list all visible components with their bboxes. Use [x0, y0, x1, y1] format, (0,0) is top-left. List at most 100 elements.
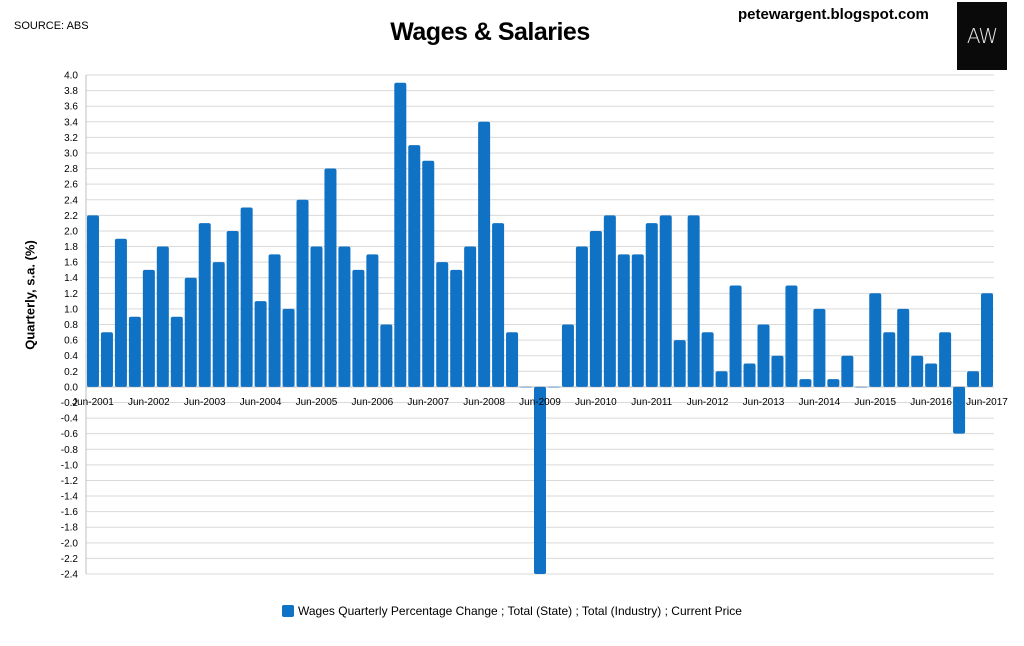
bar: [785, 285, 798, 387]
y-tick-label: 1.2: [64, 289, 78, 300]
bar: [394, 82, 407, 387]
bar: [715, 371, 728, 387]
y-tick-label: 3.2: [64, 133, 78, 144]
bar: [575, 246, 588, 387]
y-tick-label: 3.8: [64, 86, 78, 97]
bar: [338, 246, 351, 387]
bar: [953, 386, 966, 434]
bar: [673, 340, 686, 387]
bar: [855, 386, 868, 388]
bar: [310, 246, 323, 387]
x-tick-label: Jun-2016: [910, 397, 952, 408]
bar: [967, 371, 980, 387]
bar: [296, 199, 309, 387]
x-tick-label: Jun-2010: [575, 397, 617, 408]
y-tick-label: -2.0: [61, 538, 79, 549]
bar: [533, 386, 546, 575]
y-tick-label: -0.2: [61, 398, 79, 409]
y-tick-label: -0.8: [61, 445, 79, 456]
y-tick-label: 0.4: [64, 351, 78, 362]
y-tick-label: -2.2: [61, 554, 79, 565]
y-tick-label: 3.0: [64, 148, 78, 159]
bar: [520, 386, 533, 388]
chart-title: Wages & Salaries: [390, 18, 590, 46]
bar: [561, 324, 574, 387]
y-tick-label: 1.4: [64, 273, 78, 284]
x-tick-label: Jun-2015: [854, 397, 896, 408]
bar: [114, 238, 127, 387]
x-tick-labels: Jun-2001 Jun-2002 Jun-2003 Jun-2004 Jun-2005…: [72, 397, 1008, 408]
y-tick-label: 2.2: [64, 211, 78, 222]
x-tick-label: Jun-2007: [407, 397, 449, 408]
bar: [506, 332, 519, 387]
y-tick-label: -1.6: [61, 507, 79, 518]
y-tick-label: 0.8: [64, 320, 78, 331]
aw-logo: AW: [957, 2, 1007, 70]
y-tick-label: 2.6: [64, 180, 78, 191]
x-tick-label: Jun-2003: [184, 397, 226, 408]
y-tick-label: -1.4: [61, 492, 79, 503]
bar: [813, 308, 826, 387]
bar: [408, 145, 421, 387]
bar: [380, 324, 393, 387]
y-tick-label: 2.4: [64, 195, 78, 206]
x-tick-label: Jun-2011: [631, 397, 672, 408]
bar: [366, 254, 379, 387]
bar: [282, 308, 295, 387]
bar: [911, 355, 924, 387]
bar: [869, 293, 882, 387]
y-tick-label: 3.4: [64, 117, 78, 128]
bar: [450, 269, 463, 387]
legend: Wages Quarterly Percentage Change ; Tota…: [0, 604, 1024, 618]
bar: [687, 215, 700, 387]
bar: [86, 215, 99, 387]
x-tick-label: Jun-2009: [519, 397, 561, 408]
bar: [589, 230, 602, 387]
bar: [771, 355, 784, 387]
bar: [240, 207, 253, 387]
x-tick-label: Jun-2017: [966, 397, 1008, 408]
bar: [981, 293, 994, 387]
bar: [198, 223, 211, 387]
bar: [645, 223, 658, 387]
bar: [925, 363, 938, 387]
bar: [352, 269, 365, 387]
bar: [142, 269, 155, 387]
bar: [212, 262, 225, 387]
y-tick-label: 0.0: [64, 382, 78, 393]
bar: [184, 277, 197, 387]
bar: [631, 254, 644, 387]
y-tick-label: 2.0: [64, 226, 78, 237]
bar: [100, 332, 113, 387]
bar: [883, 332, 896, 387]
y-tick-label: 4.0: [64, 71, 78, 82]
y-tick-label: 0.6: [64, 336, 78, 347]
x-tick-label: Jun-2005: [296, 397, 338, 408]
bars: [86, 82, 994, 575]
bar: [799, 379, 812, 387]
blog-url: petewargent.blogspot.com: [738, 6, 929, 23]
x-tick-label: Jun-2014: [799, 397, 841, 408]
y-tick-label: -0.6: [61, 429, 79, 440]
bar: [422, 160, 435, 387]
x-tick-label: Jun-2013: [743, 397, 785, 408]
x-tick-label: Jun-2012: [687, 397, 729, 408]
bar: [436, 262, 449, 387]
y-tick-label: 0.2: [64, 367, 78, 378]
y-tick-labels: -2.4 -2.2 -2.0 -1.8 -1.6 -1.4 -1.2 -1.0 -0.8 -0.6…: [61, 71, 79, 581]
source-note: SOURCE: ABS: [14, 20, 89, 32]
bar: [659, 215, 672, 387]
bar: [254, 301, 267, 387]
y-tick-label: 1.8: [64, 242, 78, 253]
bar: [128, 316, 141, 387]
y-tick-label: -1.2: [61, 476, 79, 487]
y-tick-label: 1.6: [64, 258, 78, 269]
y-tick-label: -1.8: [61, 523, 79, 534]
y-tick-label: 2.8: [64, 164, 78, 175]
y-tick-label: -0.4: [61, 414, 79, 425]
bar: [478, 121, 491, 387]
bar: [617, 254, 630, 387]
bar: [841, 355, 854, 387]
bar: [757, 324, 770, 387]
bar: [226, 230, 239, 387]
